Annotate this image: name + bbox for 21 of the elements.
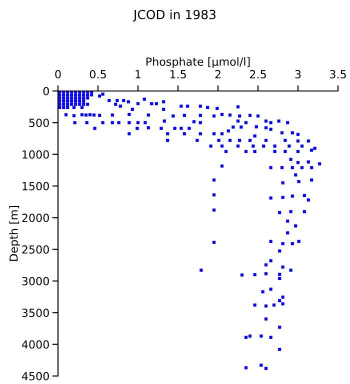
y-tick-label: 500 [29, 118, 49, 128]
x-tick-label: 1.5 [170, 70, 186, 78]
x-tick-label: 1 [136, 70, 141, 78]
chart-title: JCOD in 1983 [132, 10, 216, 22]
x-tick-label: 2 [215, 70, 220, 78]
y-tick-label: 2000 [22, 214, 49, 222]
y-tick-label: 1000 [22, 150, 49, 159]
y-tick-label: 2500 [22, 245, 49, 254]
x-tick-label: 2.5 [250, 70, 266, 78]
y-axis-title: Depth [m] [9, 206, 20, 261]
y-tick-label: 3000 [22, 276, 49, 286]
x-tick-label: 0.5 [90, 70, 106, 78]
y-tick-label: 1500 [22, 182, 49, 190]
x-tick-label: 0 [55, 70, 61, 78]
x-tick-label: 3.5 [330, 70, 346, 78]
y-tick-label: 4500 [22, 372, 49, 380]
y-tick-label: 4000 [22, 340, 49, 349]
y-tick-label: 0 [43, 86, 49, 96]
x-tick-label: 3 [295, 70, 301, 78]
x-axis-title: Phosphate [µmol/l] [146, 57, 250, 68]
y-tick-label: 3500 [22, 308, 49, 318]
